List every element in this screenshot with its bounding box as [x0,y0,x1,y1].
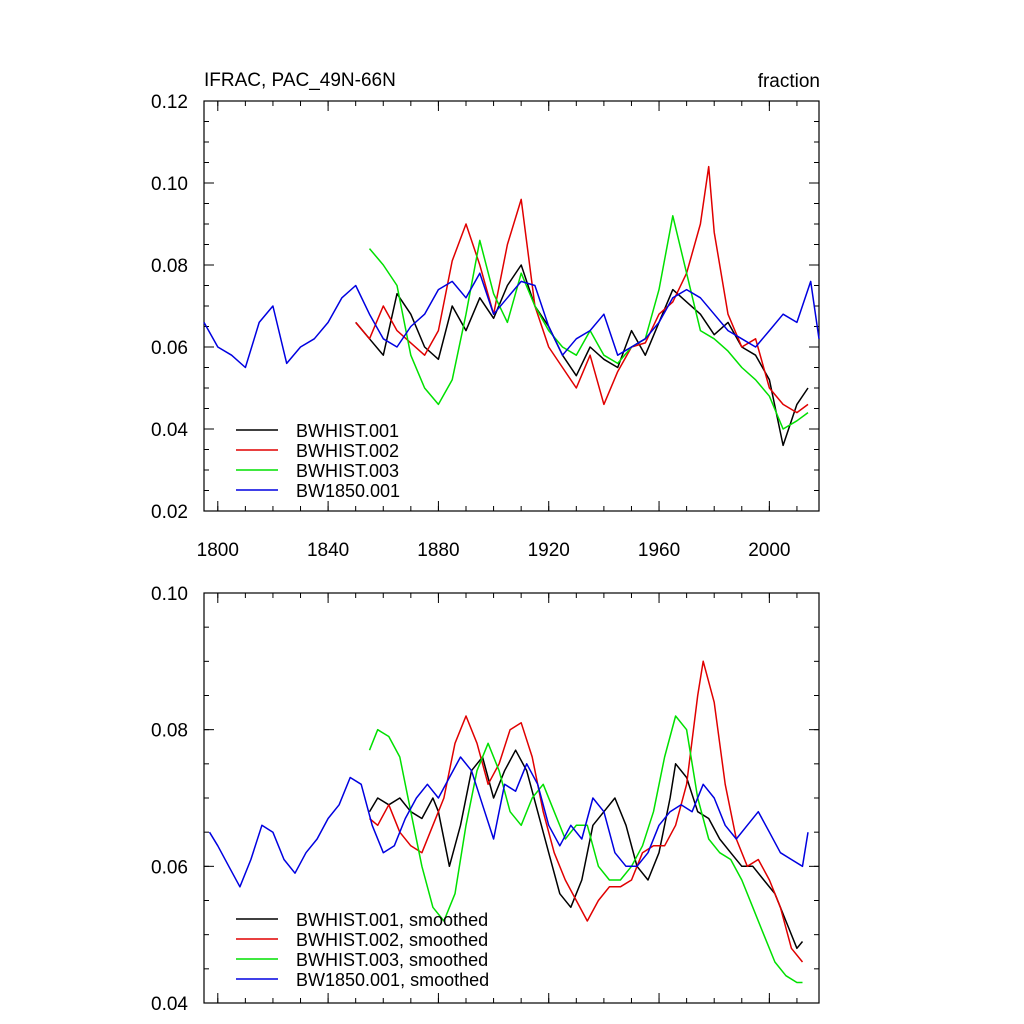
legend-label: BWHIST.003, smoothed [296,950,488,970]
y-tick-label: 0.02 [151,502,188,523]
series-line-bwhist-003 [368,215,809,430]
bottom-y-tick-labels: 0.04 0.06 0.08 0.10 [151,584,188,1015]
legend-label: BWHIST.002, smoothed [296,930,488,950]
y-tick-label: 0.08 [151,256,188,277]
x-tick-label: 1960 [638,540,680,561]
series-line-bwhist-003 [368,715,803,984]
y-tick-label: 0.10 [151,584,188,605]
series-line-bwhist-002 [369,660,804,963]
legend-label: BWHIST.001 [296,421,399,441]
y-tick-label: 0.04 [151,994,188,1015]
legend-label: BWHIST.001, smoothed [296,910,488,930]
y-tick-label: 0.04 [151,420,188,441]
x-tick-label: 1880 [417,540,459,561]
y-tick-label: 0.06 [151,857,188,878]
top-axis-ticks [204,100,819,512]
bottom-panel: 0.040.060.080.10 BWHIST.001, smoothedBWH… [151,584,820,1015]
bottom-series-lines [208,660,809,984]
top-panel-title: IFRAC, PAC_49N-66N [204,70,396,91]
y-tick-label: 0.12 [151,92,188,113]
bottom-axis-ticks [204,592,819,1004]
top-panel: IFRAC, PAC_49N-66N fraction 0.02 0.04 0.06… [151,70,820,561]
top-y-tick-labels: 0.02 0.04 0.06 0.08 0.10 0.12 [151,92,188,523]
legend-label: BWHIST.002 [296,441,399,461]
top-panel-units: fraction [758,71,820,92]
x-tick-label: 1920 [528,540,570,561]
legend-label: BWHIST.003 [296,461,399,481]
legend-label: BW1850.001 [296,481,400,501]
series-line-bwhist-001 [368,749,804,950]
y-tick-label: 0.10 [151,174,188,195]
series-line-bwhist-002 [355,165,809,414]
y-tick-label: 0.08 [151,721,188,742]
x-tick-label: 1840 [307,540,349,561]
top-series-lines [203,165,820,447]
y-tick-label: 0.06 [151,338,188,359]
legend-label: BW1850.001, smoothed [296,970,489,990]
series-line-bw1850-001 [208,756,809,888]
series-line-bw1850-001 [203,272,820,369]
x-tick-label: 2000 [748,540,790,561]
top-x-tick-labels: 1800 1840 1880 1920 1960 2000 [197,540,791,561]
x-tick-label: 1800 [197,540,239,561]
